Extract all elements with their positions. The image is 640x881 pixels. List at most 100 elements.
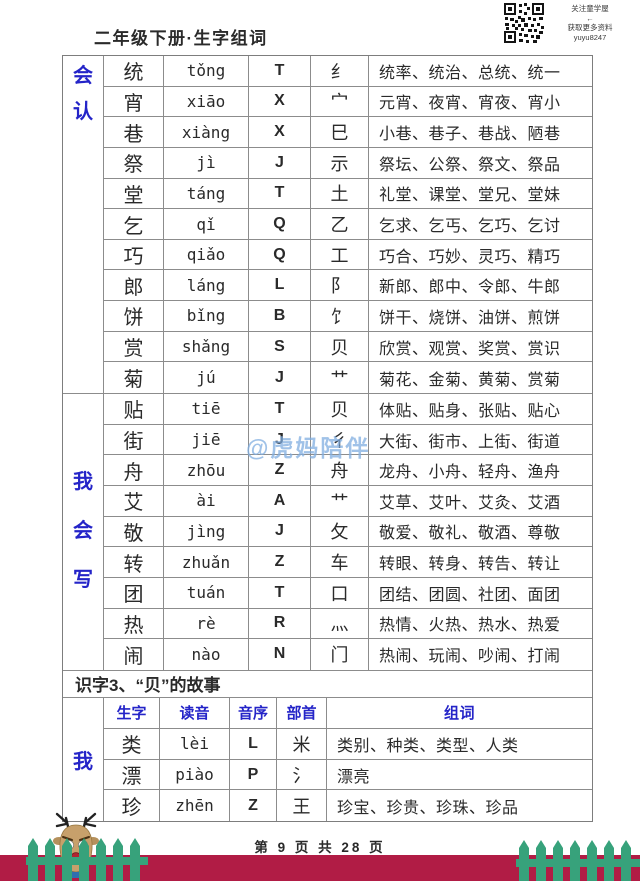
pinyin-cell: xiāo (164, 86, 249, 117)
initial-cell: Q (249, 209, 311, 239)
initial-cell: J (249, 424, 311, 455)
pinyin-cell: qǐ (164, 209, 249, 239)
table-row: 堂 táng T 土 礼堂、课堂、堂兄、堂妹 (104, 178, 592, 210)
pinyin-cell: zhuǎn (164, 547, 249, 577)
radical-cell: 米 (277, 728, 327, 759)
words-cell: 小巷、巷子、巷战、陋巷 (379, 126, 561, 144)
words-cell: 元宵、夜宵、宵夜、宵小 (379, 95, 561, 113)
column-header-initial: 音序 (230, 697, 277, 728)
initial-cell: Z (249, 455, 311, 485)
radical-cell: 艹 (311, 362, 369, 394)
picket-fence-icon (26, 838, 148, 881)
lesson2-rows-wrap: 生字 读音 音序 部首 组词 类 lèi L 米 类别、种类、类型、人类 (104, 697, 592, 822)
radical-cell: 贝 (311, 394, 369, 424)
column-header-hanzi: 生字 (104, 697, 160, 728)
initial-cell: J (249, 362, 311, 394)
table-row: 珍 zhēn Z 王 珍宝、珍贵、珍珠、珍品 (104, 790, 592, 822)
radical-cell: 门 (311, 639, 369, 670)
section-label-write: 我会写 (63, 394, 104, 670)
column-header-radical: 部首 (277, 697, 327, 728)
words-cell: 团结、团圆、社团、面团 (379, 586, 561, 604)
radical-cell: 乙 (311, 209, 369, 239)
initial-cell: X (249, 86, 311, 117)
radical-cell: 彳 (311, 424, 369, 455)
words-cell: 大街、街市、上街、街道 (379, 433, 561, 451)
page-title: 二年级下册·生字组词 (94, 29, 268, 48)
words-cell: 新郎、郎中、令郎、牛郎 (379, 279, 561, 297)
hanzi-cell: 统 (104, 56, 164, 86)
pinyin-cell: jú (164, 362, 249, 394)
table-row: 乞 qǐ Q 乙 乞求、乞丐、乞巧、乞讨 (104, 209, 592, 240)
qr-caption-line: 获取更多资料 (567, 23, 613, 32)
page-number: 第 9 页 共 28 页 (254, 840, 386, 855)
words-cell: 体贴、贴身、张贴、贴心 (379, 402, 561, 420)
hanzi-cell: 艾 (104, 485, 164, 516)
words-cell: 热情、火热、热水、热爱 (379, 617, 561, 635)
vocabulary-table: 会认 统 tǒng T 纟 统率、统治、总统、统一 宵 xiāo (62, 55, 593, 823)
table-row: 街 jiē J 彳 大街、街市、上街、街道 (104, 424, 592, 456)
table-row: 类 lèi L 米 类别、种类、类型、人类 (104, 728, 592, 760)
initial-cell: Z (230, 790, 277, 822)
radical-cell: 灬 (311, 608, 369, 639)
radical-cell: 氵 (277, 759, 327, 790)
pinyin-cell: nào (164, 639, 249, 670)
table-row: 转 zhuǎn Z 车 转眼、转身、转告、转让 (104, 547, 592, 578)
recognize-rows: 统 tǒng T 纟 统率、统治、总统、统一 宵 xiāo X 宀 元宵、夜宵、… (104, 56, 592, 394)
hanzi-cell: 宵 (104, 86, 164, 117)
table-row: 菊 jú J 艹 菊花、金菊、黄菊、赏菊 (104, 362, 592, 394)
radical-cell: 贝 (311, 331, 369, 362)
reindeer-fence-icon (26, 812, 148, 881)
words-cell: 祭坛、公祭、祭文、祭品 (379, 156, 561, 174)
initial-cell: T (249, 178, 311, 209)
arrow-left-icon: ← (586, 13, 594, 23)
table-row: 饼 bǐng B 饣 饼干、烧饼、油饼、煎饼 (104, 301, 592, 332)
initial-cell: T (249, 577, 311, 608)
pinyin-cell: jì (164, 147, 249, 178)
initial-cell: T (249, 56, 311, 86)
pinyin-cell: zhōu (164, 455, 249, 485)
pinyin-cell: táng (164, 178, 249, 209)
words-cell: 统率、统治、总统、统一 (379, 64, 561, 82)
column-header-pinyin: 读音 (160, 697, 230, 728)
words-cell: 敬爱、敬礼、敬酒、尊敬 (379, 525, 561, 543)
hanzi-cell: 巧 (104, 239, 164, 270)
section-label-text: 我会写 (73, 471, 93, 592)
pinyin-cell: rè (164, 608, 249, 639)
initial-cell: J (249, 147, 311, 178)
hanzi-cell: 乞 (104, 209, 164, 239)
pinyin-cell: bǐng (164, 301, 249, 331)
words-cell: 转眼、转身、转告、转让 (379, 556, 561, 574)
hanzi-cell: 祭 (104, 147, 164, 178)
initial-cell: R (249, 608, 311, 639)
column-header-words: 组词 (443, 705, 475, 723)
write-rows: 贴 tiē T 贝 体贴、贴身、张贴、贴心 街 jiē J 彳 大街、街市、上街… (104, 394, 592, 670)
initial-cell: B (249, 301, 311, 331)
radical-cell: 阝 (311, 270, 369, 301)
table-row: 宵 xiāo X 宀 元宵、夜宵、宵夜、宵小 (104, 86, 592, 118)
initial-cell: A (249, 485, 311, 516)
section-write: 我会写 贴 tiē T 贝 体贴、贴身、张贴、贴心 街 jiē (63, 394, 592, 671)
table-row: 统 tǒng T 纟 统率、统治、总统、统一 (104, 56, 592, 87)
hanzi-cell: 赏 (104, 331, 164, 362)
section-label-lesson2: 我 (63, 697, 104, 822)
pinyin-cell: ài (164, 485, 249, 516)
hanzi-cell: 郎 (104, 270, 164, 301)
initial-cell: S (249, 331, 311, 362)
picket-fence-icon (516, 840, 640, 881)
hanzi-cell: 珍 (104, 790, 160, 822)
words-cell: 礼堂、课堂、堂兄、堂妹 (379, 187, 561, 205)
pinyin-cell: jìng (164, 516, 249, 547)
table-row: 郎 láng L 阝 新郎、郎中、令郎、牛郎 (104, 270, 592, 302)
table-row: 贴 tiē T 贝 体贴、贴身、张贴、贴心 (104, 394, 592, 425)
reindeer-icon (53, 812, 99, 878)
words-cell: 热闹、玩闹、吵闹、打闹 (379, 648, 561, 666)
words-cell: 艾草、艾叶、艾灸、艾酒 (379, 494, 561, 512)
words-cell: 漂亮 (337, 768, 371, 786)
radical-cell: 土 (311, 178, 369, 209)
hanzi-cell: 类 (104, 728, 160, 759)
words-cell: 欣赏、观赏、奖赏、赏识 (379, 340, 561, 358)
initial-cell: L (230, 728, 277, 759)
table-row: 祭 jì J 示 祭坛、公祭、祭文、祭品 (104, 147, 592, 179)
qr-caption: 关注童学屋 ← 获取更多资料 yuyu8247 (550, 4, 630, 42)
